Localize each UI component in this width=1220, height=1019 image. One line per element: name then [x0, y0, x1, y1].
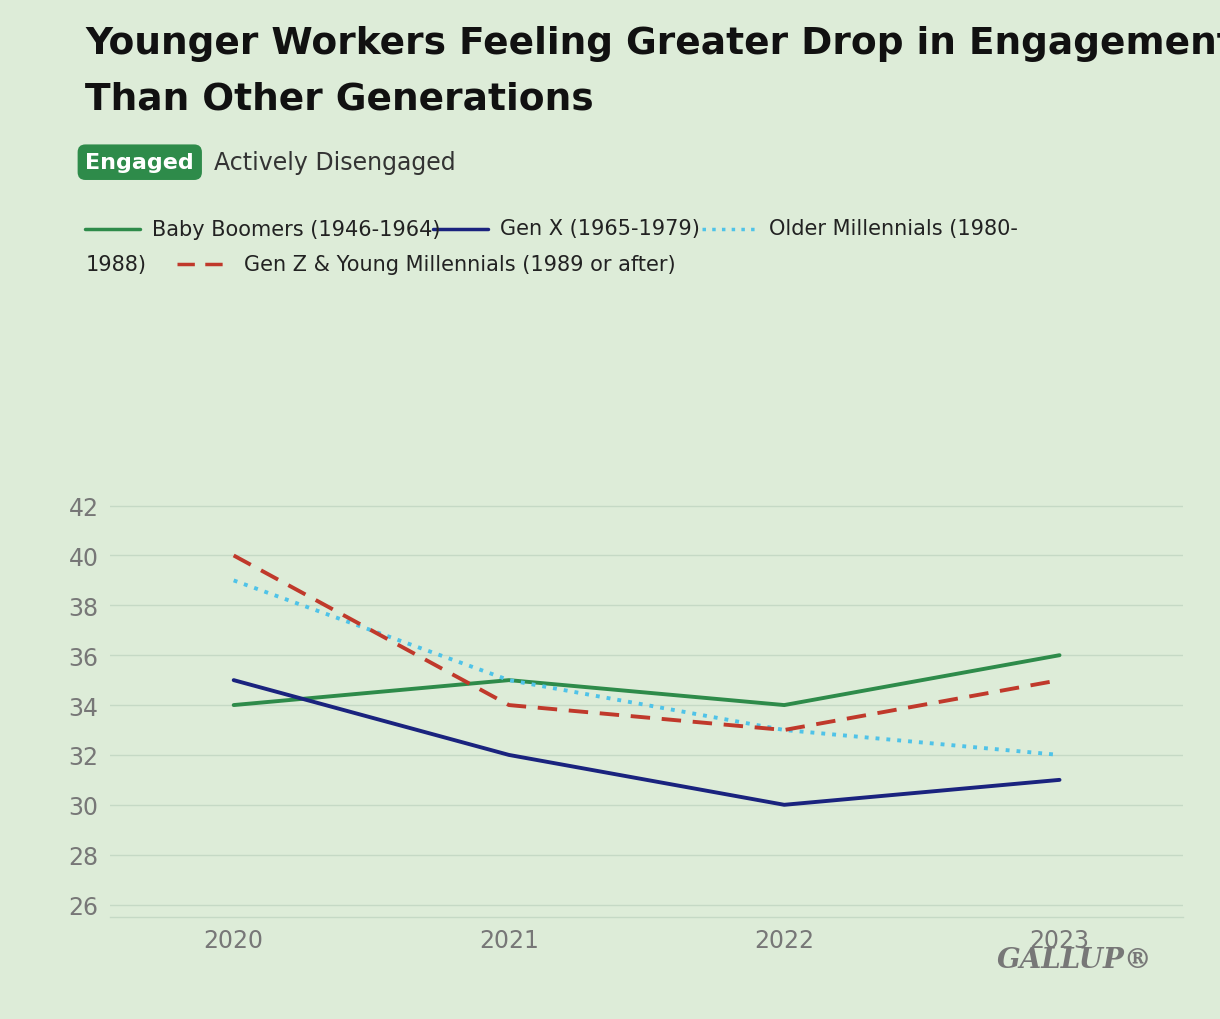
Text: Younger Workers Feeling Greater Drop in Engagement: Younger Workers Feeling Greater Drop in … [85, 25, 1220, 61]
Text: Older Millennials (1980-: Older Millennials (1980- [769, 219, 1017, 239]
Text: Engaged: Engaged [85, 153, 194, 173]
Text: GALLUP®: GALLUP® [997, 947, 1153, 973]
Text: Gen Z & Young Millennials (1989 or after): Gen Z & Young Millennials (1989 or after… [244, 255, 676, 275]
Text: Gen X (1965-1979): Gen X (1965-1979) [500, 219, 700, 239]
Text: Than Other Generations: Than Other Generations [85, 82, 594, 117]
Text: 1988): 1988) [85, 255, 146, 275]
Text: Baby Boomers (1946-1964): Baby Boomers (1946-1964) [152, 219, 440, 239]
Text: Actively Disengaged: Actively Disengaged [214, 151, 455, 175]
